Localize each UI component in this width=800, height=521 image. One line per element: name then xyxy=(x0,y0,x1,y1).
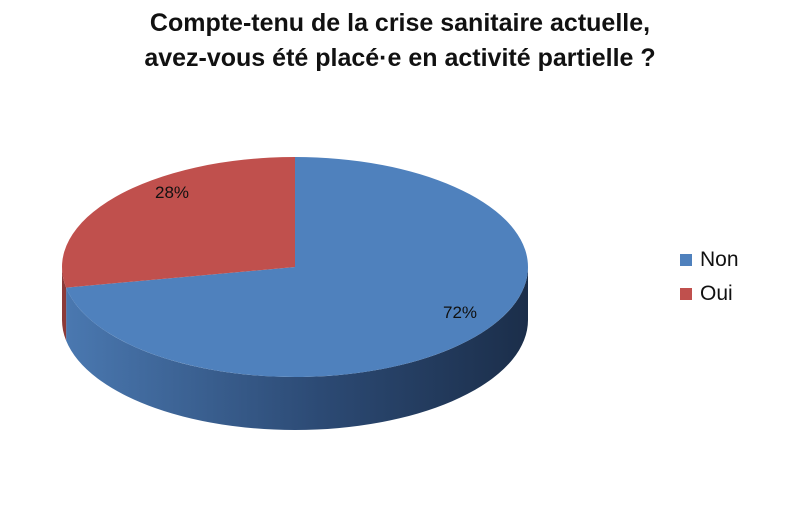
chart-title-line-1: Compte-tenu de la crise sanitaire actuel… xyxy=(149,9,651,37)
legend: Non Oui xyxy=(680,243,739,311)
legend-item-non: Non xyxy=(680,243,739,277)
legend-swatch-oui xyxy=(680,288,692,300)
chart-title: Compte-tenu de la crise sanitaire actuel… xyxy=(0,6,800,76)
legend-label-oui: Oui xyxy=(700,282,733,305)
legend-item-oui: Oui xyxy=(680,277,739,311)
pie-slice-non xyxy=(66,157,528,377)
legend-label-non: Non xyxy=(700,248,739,271)
pie-side-non xyxy=(66,267,528,431)
data-label-non: 72% xyxy=(443,303,477,322)
chart-title-line-2: avez-vous été placé·e en activité partie… xyxy=(144,44,656,72)
pie-slice-oui xyxy=(61,156,296,288)
legend-swatch-non xyxy=(680,254,692,266)
pie-side-oui xyxy=(62,267,67,341)
data-label-oui: 28% xyxy=(155,183,189,202)
